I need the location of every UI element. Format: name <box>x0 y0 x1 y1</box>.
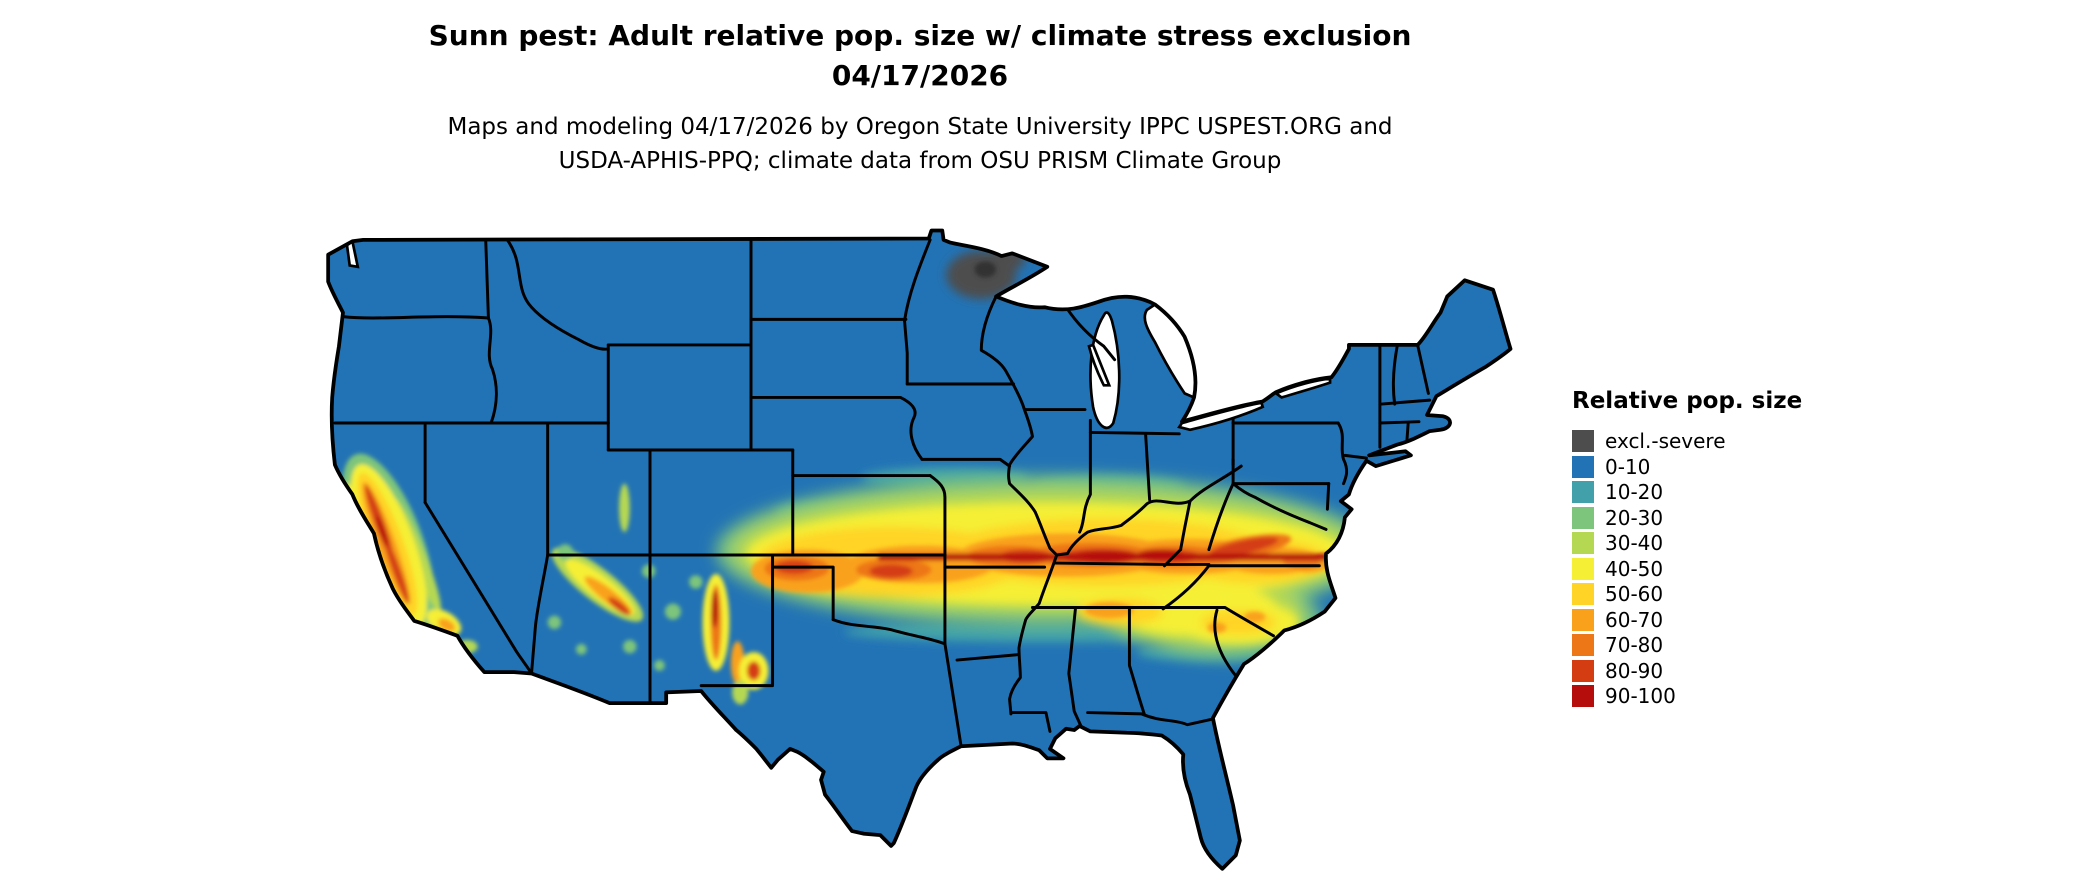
map-title-date: 04/17/2026 <box>831 59 1009 92</box>
us-map <box>312 218 1524 892</box>
legend-items: excl.-severe 0-10 10-20 20-30 30-40 40-5… <box>1572 430 1902 707</box>
legend-row: 70-80 <box>1572 634 1902 656</box>
subtitle-block: Maps and modeling 04/17/2026 by Oregon S… <box>0 110 1840 178</box>
legend-row: 30-40 <box>1572 532 1902 554</box>
legend-color-swatch <box>1572 634 1594 656</box>
legend-title: Relative pop. size <box>1572 388 1803 414</box>
legend-label: 10-20 <box>1605 480 1664 504</box>
title-block: Sunn pest: Adult relative pop. size w/ c… <box>0 16 1840 178</box>
legend-label: 60-70 <box>1605 607 1664 632</box>
great-lakes <box>345 238 1332 432</box>
legend-row: excl.-severe <box>1572 430 1902 452</box>
legend-label: 70-80 <box>1605 633 1664 657</box>
legend-color-swatch <box>1572 583 1594 605</box>
legend-label: 50-60 <box>1605 582 1664 606</box>
southwest-hotspots <box>547 483 769 705</box>
legend-label: 40-50 <box>1605 556 1664 581</box>
legend-row: 10-20 <box>1572 481 1902 503</box>
legend-row: 90-100 <box>1572 685 1902 707</box>
legend-row: 50-60 <box>1572 583 1902 605</box>
legend-row: 40-50 <box>1572 556 1902 581</box>
legend-color-swatch <box>1572 557 1594 580</box>
legend-label: 30-40 <box>1605 531 1664 555</box>
legend-color-swatch <box>1572 481 1594 503</box>
subtitle-line1: Maps and modeling 04/17/2026 by Oregon S… <box>447 114 1393 140</box>
legend-color-swatch <box>1572 685 1594 707</box>
green-bay <box>1087 343 1112 387</box>
legend-row: 20-30 <box>1572 505 1902 530</box>
legend: Relative pop. size excl.-severe 0-10 10-… <box>1572 388 1902 711</box>
legend-row: 80-90 <box>1572 658 1902 683</box>
state-borders <box>333 238 1432 748</box>
legend-row: 60-70 <box>1572 607 1902 632</box>
map-title-line1: Sunn pest: Adult relative pop. size w/ c… <box>428 19 1412 52</box>
legend-label: 80-90 <box>1605 658 1664 683</box>
subtitle-line2: USDA-APHIS-PPQ; climate data from OSU PR… <box>558 148 1282 174</box>
legend-color-swatch <box>1572 430 1594 452</box>
legend-label: 90-100 <box>1605 684 1676 708</box>
legend-color-swatch <box>1572 506 1594 529</box>
california-hotspots <box>342 453 478 654</box>
legend-label: 20-30 <box>1605 505 1664 530</box>
legend-color-swatch <box>1572 659 1594 682</box>
legend-color-swatch <box>1572 608 1594 631</box>
legend-label: 0-10 <box>1605 454 1651 479</box>
legend-label: excl.-severe <box>1605 429 1726 453</box>
legend-color-swatch <box>1572 455 1594 478</box>
legend-color-swatch <box>1572 532 1594 554</box>
legend-row: 0-10 <box>1572 454 1902 479</box>
us-map-svg <box>326 228 1513 871</box>
population-data-overlay <box>342 246 1376 705</box>
